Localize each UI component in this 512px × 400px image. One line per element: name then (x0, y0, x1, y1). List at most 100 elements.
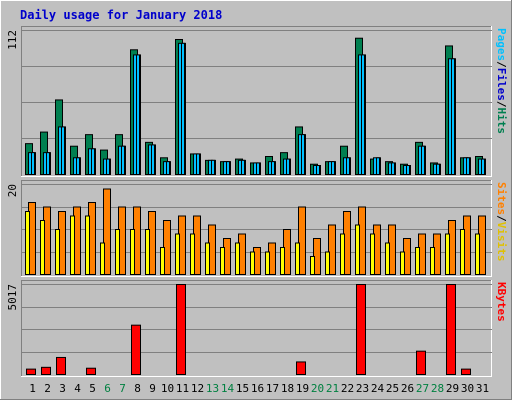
bar-pages (316, 165, 320, 175)
bar-pages (271, 161, 275, 175)
x-tick-label: 26 (401, 382, 414, 395)
x-tick-label: 27 (416, 382, 429, 395)
x-tick-label: 6 (104, 382, 111, 395)
bar-visits (115, 229, 120, 275)
bar-pages (76, 157, 80, 176)
bar-visits (325, 251, 330, 275)
bar-pages (406, 165, 410, 175)
bar-pages (256, 162, 260, 176)
bar-visits (415, 247, 420, 275)
bar-visits (370, 233, 375, 275)
bar-visits (220, 247, 225, 275)
bar-pages (121, 145, 125, 175)
bar-visits (40, 220, 45, 275)
x-tick-label: 18 (281, 382, 294, 395)
axis-legend-part: Files (495, 68, 508, 101)
axis-legend-part: Sites (495, 182, 508, 215)
axis-legend-part: / (495, 61, 508, 68)
x-tick-label: 9 (149, 382, 156, 395)
bar-visits (295, 242, 300, 275)
bar-kbytes (446, 284, 456, 375)
x-tick-label: 2 (44, 382, 51, 395)
x-tick-label: 1 (29, 382, 36, 395)
y-max-label: 5017 (6, 284, 19, 311)
bar-visits (100, 242, 105, 275)
x-tick-label: 4 (74, 382, 81, 395)
bar-pages (46, 152, 50, 175)
bar-kbytes (41, 366, 51, 376)
x-tick-label: 12 (191, 382, 204, 395)
bar-pages (151, 144, 155, 176)
bar-pages (136, 54, 140, 175)
bar-visits (160, 247, 165, 275)
bar-pages (481, 158, 485, 175)
x-tick-label: 23 (356, 382, 369, 395)
axis-legend-part: Visits (495, 222, 508, 262)
x-tick-label: 25 (386, 382, 399, 395)
panel-kbytes: 5017 KBytes (6, 280, 508, 377)
bar-kbytes (131, 324, 141, 375)
panel-visits-sites: 20 Sites/Visits (6, 180, 508, 277)
bar-pages (61, 126, 65, 176)
bar-visits (310, 256, 315, 275)
bar-kbytes (416, 350, 426, 375)
panel-kbytes-plot (21, 280, 492, 377)
bars-hits-files-pages (25, 37, 486, 176)
bar-visits (445, 233, 450, 275)
bar-pages (346, 157, 350, 176)
y-max-label: 112 (6, 30, 19, 50)
bar-pages (331, 161, 335, 175)
bar-pages (301, 134, 305, 175)
x-tick-label: 14 (221, 382, 235, 395)
y-max-label: 20 (6, 184, 19, 197)
x-tick-label: 8 (134, 382, 141, 395)
x-axis-day-labels: 1 2 3 4 5 6 7 8 9 10 11 12 13 14 15 16 17 18 19 20 21 22 23 24 2… (29, 382, 489, 395)
bar-visits (340, 233, 345, 275)
bar-kbytes (356, 284, 366, 375)
axis-legend-part: KBytes (495, 282, 508, 322)
x-tick-label: 29 (446, 382, 459, 395)
bar-visits (460, 229, 465, 275)
x-tick-label: 13 (206, 382, 219, 395)
bar-visits (205, 242, 210, 275)
bar-pages (226, 161, 230, 175)
bar-pages (466, 157, 470, 176)
bar-sites (103, 188, 111, 275)
bar-visits (235, 242, 240, 275)
axis-legend-part: / (495, 215, 508, 222)
bar-visits (25, 211, 30, 275)
bar-pages (286, 158, 290, 175)
bar-pages (181, 42, 185, 175)
panel-hits-files-pages-plot (21, 26, 492, 177)
bar-kbytes (461, 368, 471, 375)
bar-pages (31, 152, 35, 175)
x-tick-label: 31 (476, 382, 489, 395)
x-tick-label: 17 (266, 382, 279, 395)
x-tick-label: 16 (251, 382, 264, 395)
x-tick-label: 30 (461, 382, 474, 395)
axis-legend-part: Hits (495, 108, 508, 135)
bar-visits (280, 247, 285, 275)
bar-visits (145, 229, 150, 275)
x-tick-label: 19 (296, 382, 309, 395)
bars-visits-sites (25, 188, 486, 275)
x-tick-label: 15 (236, 382, 249, 395)
bar-pages (451, 58, 455, 175)
bar-kbytes (296, 361, 306, 375)
x-tick-label: 28 (431, 382, 444, 395)
chart-title: Daily usage for January 2018 (20, 8, 222, 22)
bar-pages (421, 145, 425, 175)
x-tick-label: 20 (311, 382, 324, 395)
x-tick-label: 24 (371, 382, 385, 395)
bar-sites (298, 206, 306, 275)
bar-pages (241, 159, 245, 176)
x-tick-label: 7 (119, 382, 126, 395)
axis-legend: Pages/Files/Hits (495, 28, 508, 134)
bar-visits (250, 251, 255, 275)
bar-kbytes (176, 284, 186, 375)
bars-kbytes (26, 284, 471, 376)
x-tick-label: 22 (341, 382, 354, 395)
x-tick-label: 5 (89, 382, 96, 395)
